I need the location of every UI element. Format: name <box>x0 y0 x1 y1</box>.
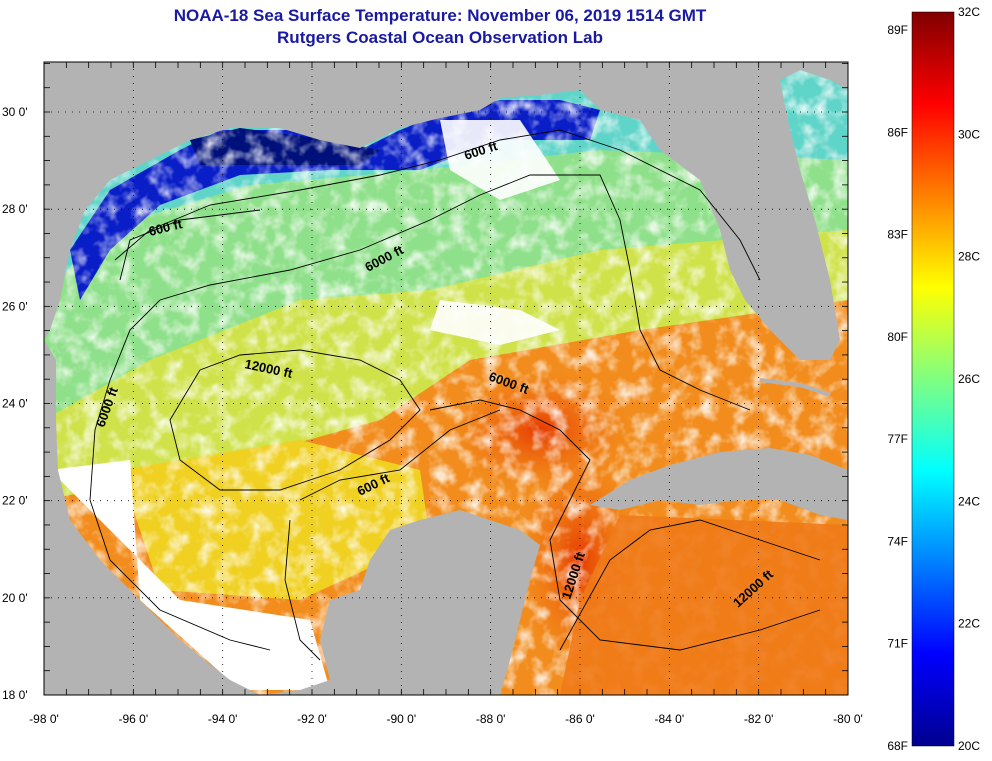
lat-tick-label: 22 0' <box>2 494 28 508</box>
us-landmass <box>44 62 848 360</box>
colorbar-c-label: 20C <box>958 739 980 753</box>
colorbar-c-label: 22C <box>958 617 980 631</box>
yucatan-land <box>260 510 540 695</box>
map-subtitle: Rutgers Coastal Ocean Observation Lab <box>277 28 603 47</box>
colorbar-f-label: 89F <box>887 23 908 37</box>
colorbar-f-label: 68F <box>887 739 908 753</box>
colorbar-c-label: 32C <box>958 5 980 19</box>
colorbar-labels: 89F 86F 83F 80F 77F 74F 71F 68F 32C 30C 28C 26C 24C 2… <box>887 5 980 753</box>
lon-tick-label: -92 0' <box>297 712 327 726</box>
colorbar-f-label: 86F <box>887 125 908 139</box>
colorbar-f-label: 80F <box>887 330 908 344</box>
lon-tick-label: -98 0' <box>29 712 59 726</box>
colorbar-c-label: 26C <box>958 372 980 386</box>
colorbar-c-label: 24C <box>958 494 980 508</box>
colorbar-f-label: 71F <box>887 637 908 651</box>
map-axes: -98 0' -96 0' -94 0' -92 0' -90 0' -88 0' -86 … <box>2 62 863 726</box>
colorbar-c-label: 30C <box>958 127 980 141</box>
lon-tick-label: -90 0' <box>387 712 417 726</box>
cloud-patch-central <box>430 300 560 345</box>
colorbar-gradient <box>911 11 955 747</box>
colorbar-f-label: 77F <box>887 432 908 446</box>
lon-tick-label: -96 0' <box>119 712 149 726</box>
lat-tick-label: 18 0' <box>2 688 28 702</box>
lat-tick-label: 20 0' <box>2 591 28 605</box>
map-title: NOAA-18 Sea Surface Temperature: Novembe… <box>173 6 707 25</box>
mexico-west-land <box>44 340 260 695</box>
lon-tick-label: -88 0' <box>476 712 506 726</box>
lon-tick-label: -86 0' <box>565 712 595 726</box>
lon-tick-label: -84 0' <box>655 712 685 726</box>
lon-tick-label: -82 0' <box>744 712 774 726</box>
lat-tick-label: 30 0' <box>2 105 28 119</box>
lat-lon-grid <box>44 62 848 695</box>
bathymetry-contours <box>89 129 821 661</box>
lat-tick-label: 26 0' <box>2 299 28 313</box>
caribbean-warm <box>560 515 848 695</box>
colorbar-c-label: 28C <box>958 250 980 264</box>
lon-tick-label: -94 0' <box>208 712 238 726</box>
florida-keys <box>759 378 831 397</box>
cloud-patch-north <box>440 120 560 200</box>
lat-tick-label: 24 0' <box>2 397 28 411</box>
lon-tick-label: -80 0' <box>833 712 863 726</box>
colorbar-f-label: 83F <box>887 228 908 242</box>
cuba-land <box>590 448 848 520</box>
colorbar-f-label: 74F <box>887 534 908 548</box>
cloud-patch-west <box>50 460 330 690</box>
lat-tick-label: 28 0' <box>2 202 28 216</box>
